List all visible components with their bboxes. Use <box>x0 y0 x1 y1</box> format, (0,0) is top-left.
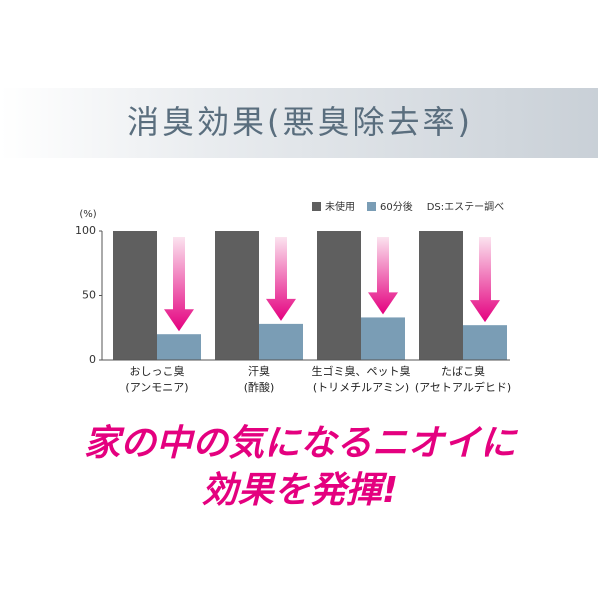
bar <box>463 325 507 360</box>
arrow <box>470 237 500 323</box>
legend-swatch <box>367 202 376 211</box>
bar <box>361 317 405 360</box>
tagline: 家の中の気になるニオイに <box>84 423 519 464</box>
x-tick-label: 生ゴミ臭、ペット臭(トリメチルアミン) <box>312 364 411 394</box>
title-band <box>0 88 598 158</box>
legend-swatch <box>312 202 321 211</box>
y-tick-label: 0 <box>89 353 96 366</box>
bar <box>215 231 259 360</box>
tagline: 効果を発揮! <box>202 470 398 511</box>
arrow <box>266 237 296 321</box>
y-tick-label: 100 <box>75 224 96 237</box>
legend-label: 未使用 <box>325 200 355 213</box>
x-tick-label: たばこ臭(アセトアルデヒド) <box>415 364 511 394</box>
bar <box>113 231 157 360</box>
y-axis-label: (%) <box>79 209 96 220</box>
x-tick-label: 汗臭(酢酸) <box>244 364 275 394</box>
y-tick-label: 50 <box>82 289 96 302</box>
arrow <box>164 237 194 332</box>
bar <box>419 231 463 360</box>
arrow <box>368 237 398 315</box>
legend-label: 60分後 <box>380 200 413 213</box>
bar <box>157 334 201 360</box>
x-tick-label: おしっこ臭(アンモニア) <box>125 364 188 394</box>
annotation: DS:エステー調べ <box>427 200 504 213</box>
bar <box>259 323 303 360</box>
chart-title: 消臭効果(悪臭除去率) <box>127 103 473 141</box>
bar <box>317 231 361 360</box>
